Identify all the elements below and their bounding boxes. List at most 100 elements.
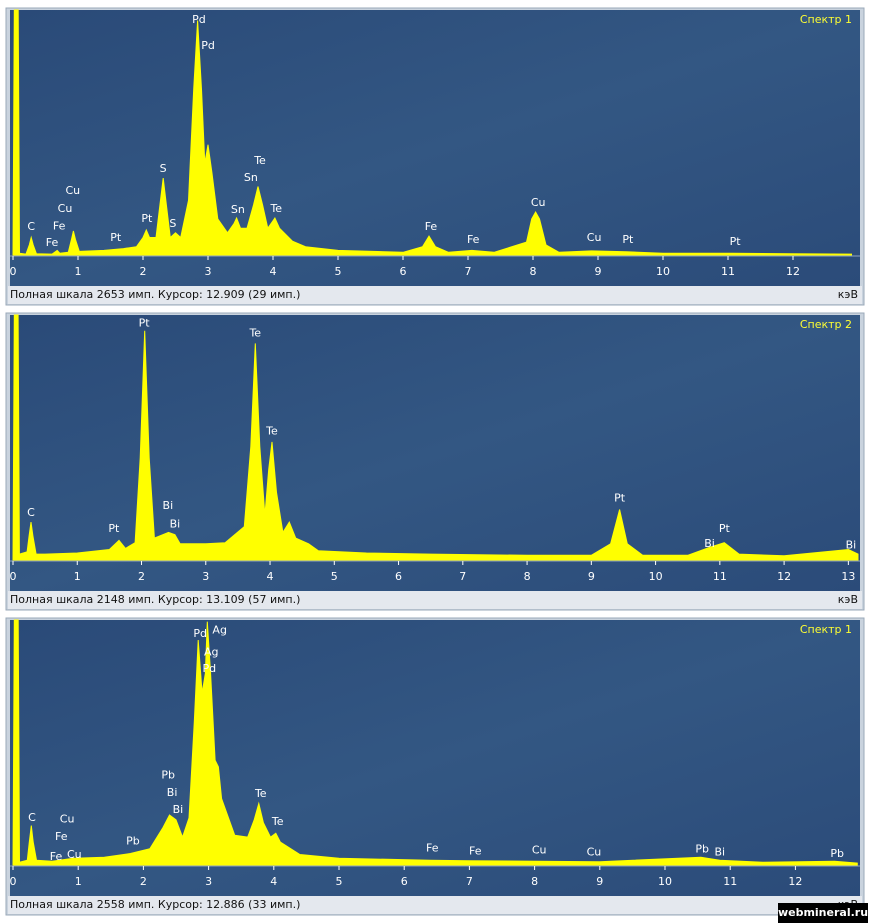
x-axis-label: кэВ — [838, 593, 858, 606]
x-tick-label: 0 — [10, 875, 17, 888]
x-tick-label: 12 — [786, 265, 800, 278]
peak-label: Cu — [531, 196, 546, 209]
x-tick-label: 2 — [140, 875, 147, 888]
peak-label: Pb — [126, 834, 140, 847]
x-tick-label: 1 — [75, 875, 82, 888]
status-text: Полная шкала 2558 имп. Курсор: 12.886 (3… — [10, 898, 300, 911]
peak-label: Bi — [704, 537, 715, 550]
x-tick-label: 12 — [788, 875, 802, 888]
peak-label: Pt — [622, 233, 634, 246]
peak-label: C — [27, 506, 35, 519]
peak-label: C — [28, 811, 36, 824]
peak-label: Ag — [212, 623, 227, 636]
peak-label: Bi — [163, 499, 174, 512]
x-tick-label: 3 — [205, 875, 212, 888]
x-tick-label: 7 — [465, 265, 472, 278]
peak-label: Fe — [50, 850, 63, 863]
x-tick-label: 6 — [401, 875, 408, 888]
peak-label: Pb — [161, 769, 175, 782]
watermark: webmineral.ru — [778, 906, 868, 919]
peak-label: Bi — [173, 803, 184, 816]
peak-label: Pb — [695, 843, 709, 856]
x-tick-label: 4 — [270, 265, 277, 278]
peak-label: Pd — [193, 627, 207, 640]
peak-label: Cu — [587, 846, 602, 859]
spectrum — [12, 314, 859, 562]
peak-label: Pd — [201, 39, 215, 52]
x-tick-label: 9 — [588, 570, 595, 583]
x-tick-label: 5 — [336, 875, 343, 888]
peak-label: Te — [265, 425, 278, 438]
peak-label: Bi — [846, 539, 857, 552]
watermark-box — [778, 903, 868, 923]
x-tick-label: 0 — [10, 265, 17, 278]
x-tick-label: 2 — [138, 570, 145, 583]
x-tick-label: 7 — [459, 570, 466, 583]
x-tick-label: 2 — [140, 265, 147, 278]
x-tick-label: 12 — [777, 570, 791, 583]
x-tick-label: 1 — [74, 570, 81, 583]
x-tick-label: 10 — [649, 570, 663, 583]
peak-label: Fe — [469, 845, 482, 858]
peak-label: Pt — [614, 492, 626, 505]
peak-label: Pt — [141, 212, 153, 225]
x-tick-label: 11 — [721, 265, 735, 278]
x-tick-label: 7 — [466, 875, 473, 888]
peak-label: Pt — [719, 522, 731, 535]
x-tick-label: 5 — [335, 265, 342, 278]
x-tick-label: 11 — [723, 875, 737, 888]
peak-label: Pt — [730, 235, 742, 248]
x-tick-label: 10 — [656, 265, 670, 278]
x-tick-label: 6 — [400, 265, 407, 278]
peak-label: Fe — [55, 830, 68, 843]
peak-label: Cu — [65, 184, 80, 197]
spectrum — [12, 619, 858, 867]
peak-label: Pd — [202, 662, 216, 675]
peak-label: C — [27, 220, 35, 233]
spectrum — [12, 9, 852, 257]
peak-label: Te — [253, 154, 266, 167]
peak-label: Pt — [139, 316, 151, 329]
spectrum-title: Спектр 2 — [800, 318, 852, 331]
peak-label: Bi — [714, 846, 725, 859]
x-tick-label: 1 — [75, 265, 82, 278]
x-tick-label: 0 — [10, 570, 17, 583]
status-text: Полная шкала 2148 имп. Курсор: 13.109 (5… — [10, 593, 300, 606]
x-tick-label: 4 — [267, 570, 274, 583]
status-text: Полная шкала 2653 имп. Курсор: 12.909 (2… — [10, 288, 300, 301]
peak-label: Fe — [53, 219, 66, 232]
spectrum-title: Спектр 1 — [800, 623, 852, 636]
peak-label: Bi — [167, 786, 178, 799]
x-tick-label: 13 — [841, 570, 855, 583]
peak-label: Fe — [467, 233, 480, 246]
peak-label: Cu — [67, 848, 82, 861]
peak-label: Pt — [108, 522, 120, 535]
x-tick-label: 9 — [596, 875, 603, 888]
peak-label: Sn — [244, 171, 258, 184]
peak-label: Cu — [532, 844, 547, 857]
peak-label: Cu — [60, 812, 75, 825]
peak-label: S — [160, 162, 167, 175]
x-tick-label: 3 — [202, 570, 209, 583]
peak-label: Cu — [58, 202, 73, 215]
peak-label: Ag — [204, 646, 219, 659]
peak-label: Te — [271, 815, 284, 828]
peak-label: Sn — [231, 203, 245, 216]
x-tick-label: 8 — [531, 875, 538, 888]
peak-label: Bi — [170, 517, 181, 530]
status-bar — [8, 286, 862, 304]
x-tick-label: 4 — [270, 875, 277, 888]
x-tick-label: 3 — [205, 265, 212, 278]
x-tick-label: 6 — [395, 570, 402, 583]
peak-label: Fe — [46, 236, 59, 249]
x-tick-label: 8 — [530, 265, 537, 278]
peak-label: Pb — [830, 847, 844, 860]
peak-label: Te — [254, 787, 267, 800]
peak-label: S — [169, 217, 176, 230]
x-tick-label: 5 — [331, 570, 338, 583]
x-axis-label: кэВ — [838, 288, 858, 301]
peak-label: Pd — [192, 13, 206, 26]
x-tick-label: 11 — [713, 570, 727, 583]
peak-label: Pt — [110, 231, 122, 244]
